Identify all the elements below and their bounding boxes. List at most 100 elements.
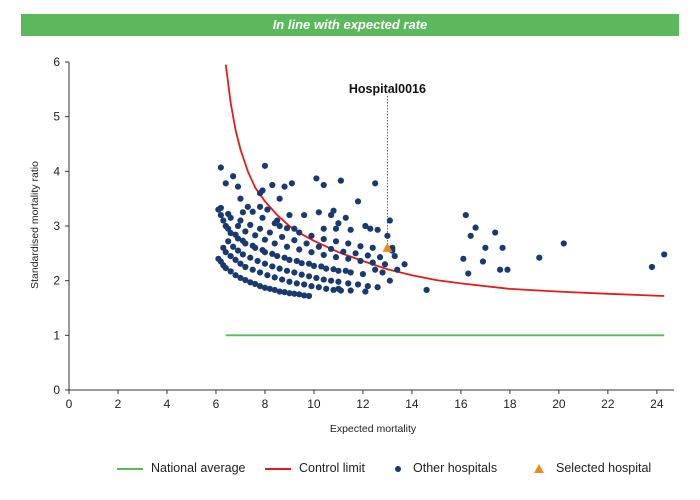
hospital-point[interactable]: [296, 246, 303, 253]
hospital-point[interactable]: [264, 206, 271, 213]
hospital-point[interactable]: [369, 244, 376, 251]
hospital-point[interactable]: [227, 214, 234, 221]
hospital-point[interactable]: [364, 283, 371, 290]
hospital-point[interactable]: [340, 248, 347, 255]
hospital-point[interactable]: [230, 173, 237, 180]
hospital-point[interactable]: [492, 229, 499, 236]
hospital-point[interactable]: [244, 203, 251, 210]
hospital-point[interactable]: [303, 240, 310, 247]
hospital-point[interactable]: [372, 266, 379, 273]
hospital-point[interactable]: [499, 244, 506, 251]
hospital-point[interactable]: [301, 211, 308, 219]
hospital-point[interactable]: [347, 287, 354, 294]
hospital-point[interactable]: [467, 232, 474, 239]
hospital-point[interactable]: [293, 257, 300, 265]
hospital-point[interactable]: [256, 203, 264, 210]
hospital-point[interactable]: [239, 251, 247, 258]
hospital-point[interactable]: [347, 269, 354, 276]
hospital-point[interactable]: [247, 254, 254, 261]
hospital-point[interactable]: [266, 285, 273, 292]
hospital-point[interactable]: [237, 260, 244, 267]
hospital-point[interactable]: [274, 252, 281, 260]
hospital-point[interactable]: [323, 285, 330, 292]
hospital-point[interactable]: [301, 292, 308, 299]
hospital-point[interactable]: [296, 291, 303, 298]
hospital-point[interactable]: [347, 226, 354, 233]
hospital-point[interactable]: [291, 290, 298, 297]
hospital-point[interactable]: [271, 240, 278, 247]
hospital-point[interactable]: [305, 273, 313, 280]
hospital-point[interactable]: [247, 279, 254, 286]
hospital-point[interactable]: [465, 270, 472, 277]
hospital-point[interactable]: [286, 278, 293, 285]
hospital-point[interactable]: [234, 247, 242, 254]
hospital-point[interactable]: [256, 269, 264, 276]
hospital-point[interactable]: [254, 257, 261, 265]
hospital-point[interactable]: [242, 228, 249, 235]
hospital-point[interactable]: [305, 260, 313, 267]
hospital-point[interactable]: [386, 217, 393, 224]
hospital-point[interactable]: [269, 263, 276, 270]
hospital-point[interactable]: [276, 265, 283, 272]
hospital-point[interactable]: [288, 180, 295, 187]
hospital-point[interactable]: [386, 277, 393, 284]
hospital-point[interactable]: [372, 180, 379, 187]
hospital-point[interactable]: [286, 290, 293, 297]
hospital-point[interactable]: [332, 225, 340, 232]
hospital-point[interactable]: [286, 256, 293, 263]
hospital-point[interactable]: [367, 225, 374, 232]
hospital-point[interactable]: [264, 272, 271, 279]
legend-item-selected-hospital[interactable]: Selected hospital: [534, 460, 651, 476]
hospital-point[interactable]: [217, 211, 224, 219]
hospital-point[interactable]: [271, 274, 278, 281]
legend-item-other-hospitals[interactable]: Other hospitals: [395, 460, 497, 476]
hospital-point[interactable]: [234, 222, 242, 230]
hospital-point[interactable]: [225, 225, 232, 232]
hospital-point[interactable]: [239, 209, 247, 216]
hospital-point[interactable]: [648, 263, 656, 271]
hospital-point[interactable]: [293, 280, 300, 287]
hospital-point[interactable]: [276, 288, 283, 295]
hospital-point[interactable]: [379, 269, 386, 276]
hospital-point[interactable]: [281, 183, 288, 190]
hospital-point[interactable]: [283, 225, 291, 232]
hospital-point[interactable]: [222, 180, 229, 187]
hospital-point[interactable]: [276, 195, 283, 202]
hospital-point[interactable]: [308, 249, 315, 256]
hospital-point[interactable]: [357, 243, 364, 250]
hospital-point[interactable]: [330, 286, 337, 294]
hospital-point[interactable]: [335, 220, 342, 227]
hospital-point[interactable]: [281, 254, 288, 261]
hospital-point[interactable]: [232, 231, 239, 238]
hospital-point[interactable]: [479, 258, 487, 265]
hospital-point[interactable]: [315, 243, 322, 250]
hospital-point[interactable]: [320, 276, 327, 283]
hospital-point[interactable]: [376, 254, 384, 261]
hospital-point[interactable]: [249, 208, 256, 215]
hospital-point[interactable]: [460, 255, 467, 262]
hospital-point[interactable]: [362, 222, 369, 230]
hospital-point[interactable]: [332, 254, 340, 261]
hospital-point[interactable]: [342, 214, 349, 221]
hospital-point[interactable]: [237, 195, 244, 202]
hospital-point[interactable]: [261, 260, 269, 267]
hospital-point[interactable]: [327, 277, 335, 284]
hospital-point[interactable]: [261, 236, 269, 243]
hospital-point[interactable]: [315, 284, 322, 291]
hospital-point[interactable]: [256, 283, 264, 290]
hospital-point[interactable]: [496, 266, 504, 273]
hospital-point[interactable]: [227, 268, 234, 275]
hospital-point[interactable]: [239, 237, 247, 244]
hospital-point[interactable]: [374, 284, 381, 291]
hospital-point[interactable]: [462, 211, 469, 219]
hospital-point[interactable]: [337, 177, 344, 184]
hospital-point[interactable]: [271, 220, 278, 227]
hospital-point[interactable]: [482, 244, 489, 251]
hospital-point[interactable]: [391, 252, 398, 260]
hospital-point[interactable]: [242, 277, 249, 284]
hospital-point[interactable]: [305, 292, 313, 300]
hospital-point[interactable]: [332, 238, 340, 245]
hospital-point[interactable]: [342, 267, 349, 274]
selected-hospital-marker[interactable]: [382, 242, 393, 252]
hospital-point[interactable]: [291, 269, 298, 276]
